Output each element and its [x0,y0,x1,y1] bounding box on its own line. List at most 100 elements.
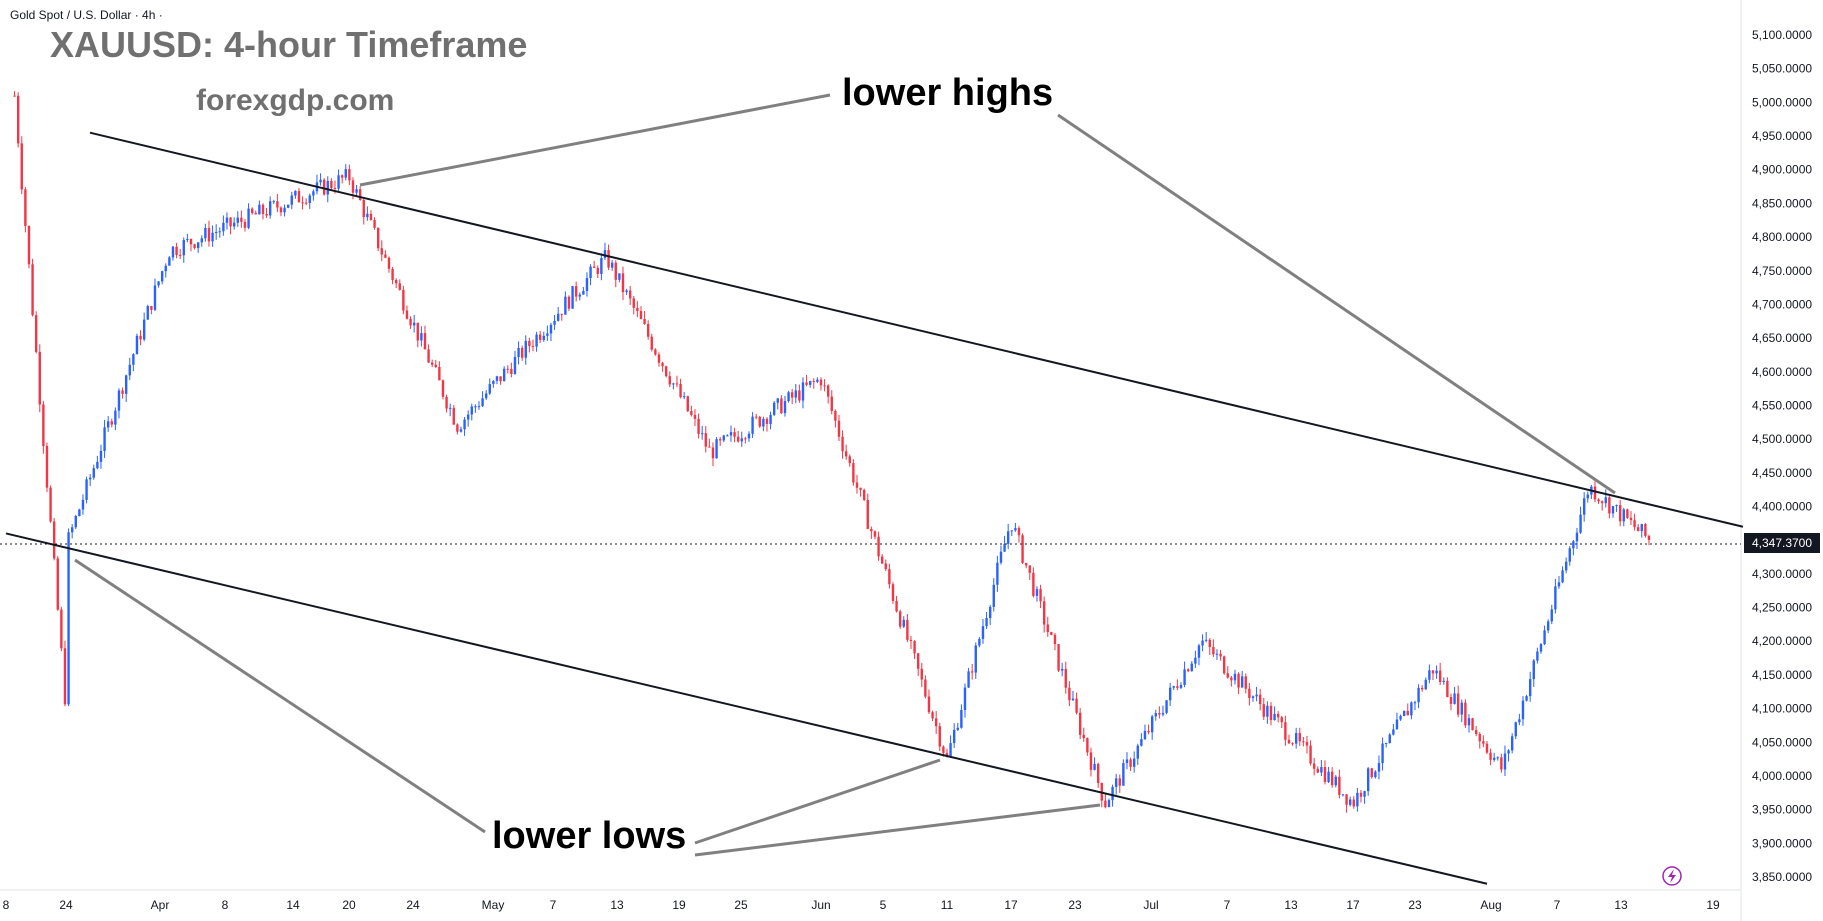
y-tick-label: 4,700.0000 [1752,297,1812,311]
candle-up [1374,771,1377,778]
trendline-upper[interactable] [89,131,1744,528]
candle-up [1453,693,1456,704]
candle-down [758,416,761,427]
candle-down [1046,624,1049,633]
y-tick-label: 5,050.0000 [1752,62,1812,76]
candle-down [1039,589,1042,602]
candle-down [1219,653,1222,657]
candle-down [1431,670,1435,674]
candle-up [1428,670,1431,680]
candle-down [402,289,405,311]
candle-down [675,383,679,385]
candle-down [49,487,52,522]
candle-down [711,447,715,459]
y-tick-label: 3,950.0000 [1752,803,1812,817]
x-tick-label: 20 [342,898,356,912]
candle-down [20,143,23,190]
candle-up [729,432,733,436]
candle-up [1154,713,1157,717]
x-tick-label: 23 [1068,898,1082,912]
price-axis[interactable]: 5,100.0000 5,050.0000 5,000.0000 4,950.0000… [1752,28,1812,884]
candle-down [1309,745,1312,764]
candle-down [643,319,646,324]
candle-up [1071,698,1075,701]
candle-up [1251,696,1255,699]
candle-up [542,335,545,340]
candle-up [772,402,776,415]
candle-up [67,532,70,705]
candle-up [564,296,567,315]
time-axis[interactable]: 8 24 Apr 8 14 20 24 May 7 13 19 25 Jun 5 11 17 23 Jul 7 13 1… [3,898,1720,912]
candle-up [1233,673,1237,681]
candle-down [697,418,700,434]
candle-down [398,283,401,290]
candle-up [247,208,250,228]
candle-up [186,239,189,241]
candle-down [1176,686,1179,688]
candle-up [999,551,1003,563]
candle-down [1021,535,1024,563]
candle-up [1215,653,1219,655]
candle-up [124,375,128,394]
y-tick-label: 4,200.0000 [1752,634,1812,648]
candle-down [1212,647,1215,655]
candle-down [654,349,657,355]
candle-down [873,531,877,537]
x-tick-label: 13 [1284,898,1298,912]
pointer-lower-lows-right [694,803,1101,857]
candle-down [880,556,884,564]
y-tick-label: 3,900.0000 [1752,836,1812,850]
candle-up [978,638,981,646]
candle-down [1024,562,1028,566]
candle-up [366,213,369,218]
candle-up [1582,498,1586,515]
candle-up [1060,668,1064,671]
candle-up [466,414,470,420]
candle-up [1543,630,1546,645]
candle-up [1381,743,1384,764]
candle-up [1388,734,1391,744]
candle-down [240,217,243,222]
candle-down [1644,524,1647,536]
candle-up [1125,759,1129,764]
y-tick-label: 4,850.0000 [1752,196,1812,210]
candle-up [1611,506,1615,514]
candle-up [517,347,520,357]
candle-up [495,376,499,381]
candle-up [1014,528,1017,531]
candle-up [1564,561,1568,571]
candle-up [571,286,574,309]
candle-down [812,380,815,382]
candle-down [301,202,304,204]
candle-down [456,424,459,432]
x-tick-label: 19 [672,898,686,912]
y-tick-label: 4,050.0000 [1752,735,1812,749]
candle-up [160,271,164,282]
candle-down [1626,509,1629,518]
candle-down [1118,778,1121,786]
trendline-lower[interactable] [5,532,1488,885]
candle-up [146,306,149,320]
candle-down [866,499,869,529]
candle-down [1287,739,1291,744]
candle-up [117,390,121,411]
candle-down [560,313,563,315]
candle-down [261,204,265,215]
candle-up [578,294,581,297]
candle-down [895,600,898,612]
candle-up [448,407,452,409]
candle-up [816,379,819,382]
candle-up [1122,763,1125,786]
x-tick-label: Jul [1143,898,1158,912]
lightning-icon[interactable] [1662,866,1682,886]
candle-down [718,439,722,441]
candle-down [63,648,67,705]
candle-down [60,609,63,649]
candle-down [1064,668,1067,688]
candle-up [1496,757,1499,759]
candle-down [358,189,362,201]
candle-down [938,726,941,747]
candle-down [927,696,931,713]
candle-up [1503,753,1507,770]
